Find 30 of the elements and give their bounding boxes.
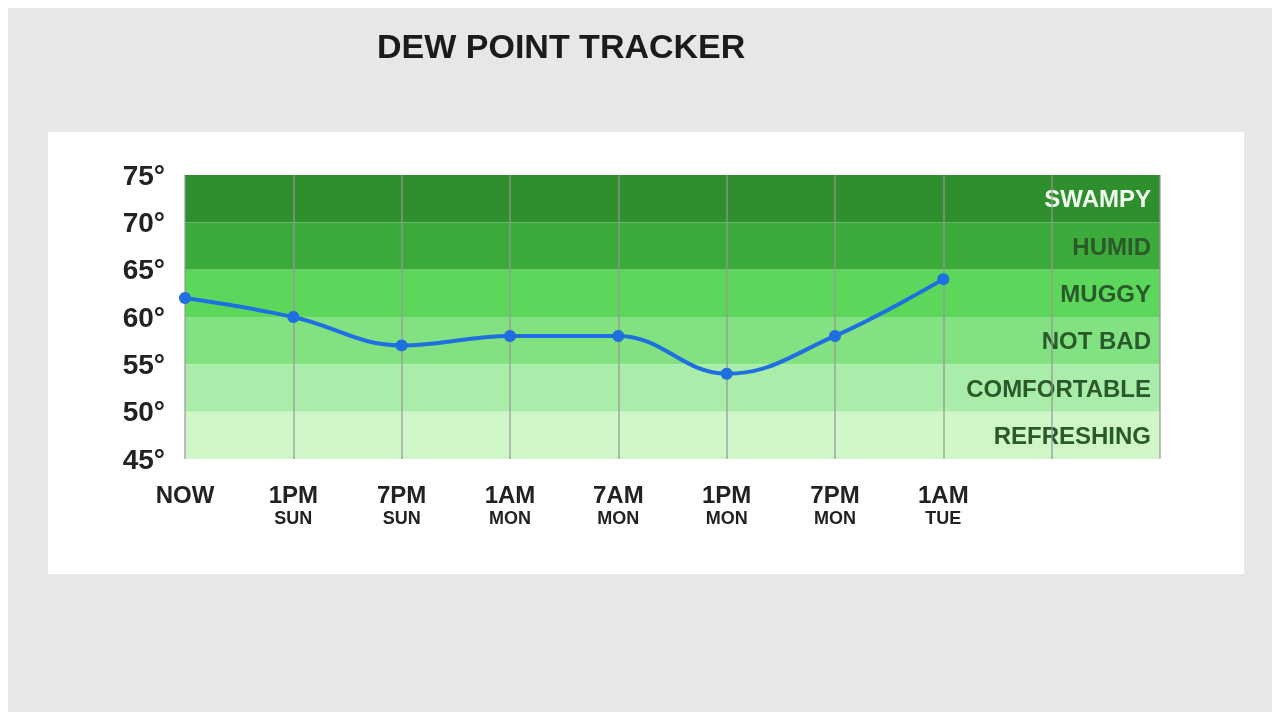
chart-title: DEW POINT TRACKER — [377, 27, 746, 65]
point — [395, 339, 408, 352]
point — [179, 292, 191, 305]
point — [287, 311, 300, 323]
band-label: MUGGY — [1060, 279, 1151, 307]
x-tick-label: 1PM SUN — [268, 480, 319, 528]
point — [937, 273, 950, 286]
point — [829, 329, 841, 342]
y-tick-label: 65° — [122, 254, 165, 286]
point — [612, 329, 625, 342]
y-tick-label: 75° — [122, 159, 165, 191]
y-tick-label: 45° — [122, 443, 165, 475]
point — [504, 329, 516, 342]
x-tick-label: 1PM MON — [701, 480, 752, 528]
band-label: SWAMPY — [1044, 185, 1151, 213]
x-tick-label: 1AM TUE — [918, 480, 969, 528]
y-tick-label: 60° — [122, 301, 165, 333]
x-tick-label: 7AM MON — [593, 480, 644, 528]
y-tick-label: 50° — [122, 396, 165, 428]
x-tick-label: 7PM MON — [810, 480, 860, 528]
y-tick-label: 55° — [122, 348, 165, 380]
band-label: HUMID — [1072, 232, 1151, 260]
y-tick-label: 70° — [122, 206, 165, 238]
point — [720, 367, 733, 380]
x-tick-label: NOW — [155, 480, 215, 508]
x-tick-label: 7PM SUN — [376, 480, 427, 528]
band-label: NOT BAD — [1041, 327, 1151, 355]
x-tick-label: 1AM MON — [484, 480, 536, 528]
band-label: REFRESHING — [993, 421, 1151, 449]
band-label: COMFORTABLE — [966, 374, 1151, 402]
